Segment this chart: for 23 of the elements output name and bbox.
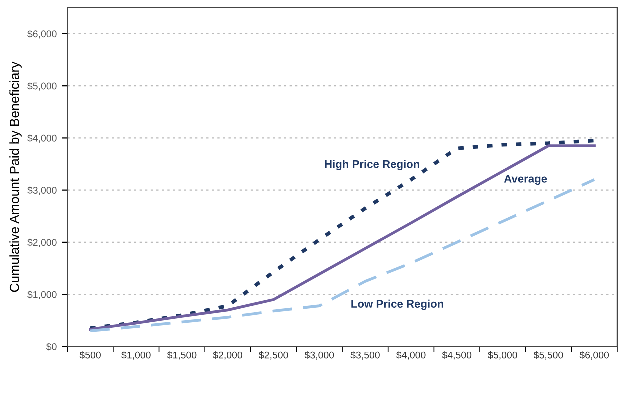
series-label: High Price Region [325, 160, 420, 171]
x-tick-label: $3,500 [350, 351, 380, 360]
x-tick-label: $500 [80, 351, 101, 360]
x-tick-label: $5,000 [488, 351, 518, 360]
y-tick-label: $1,000 [28, 290, 57, 300]
x-tick-label: $2,000 [213, 351, 242, 360]
x-tick-label: $5,500 [534, 351, 564, 360]
x-tick-label: $4,500 [442, 351, 472, 360]
y-axis-title: Cumulative Amount Paid by Beneficiary [10, 62, 22, 292]
series-label: Low Price Region [352, 300, 444, 310]
y-tick-label: $0 [46, 343, 57, 351]
x-tick-label: $1,000 [122, 351, 151, 360]
x-tick-label: $4,000 [396, 351, 426, 360]
x-tick-label: $2,500 [259, 351, 288, 360]
x-tick-label: $3,000 [304, 351, 334, 360]
y-tick-label: $5,000 [28, 82, 57, 91]
x-tick-label: $6,000 [580, 351, 610, 360]
y-tick-label: $4,000 [28, 134, 57, 143]
y-tick-label: $3,000 [28, 186, 57, 196]
y-tick-label: $6,000 [28, 30, 57, 39]
y-tick-label: $2,000 [28, 238, 57, 248]
x-tick-label: $1,500 [167, 351, 197, 360]
series-label: Average [504, 175, 548, 186]
